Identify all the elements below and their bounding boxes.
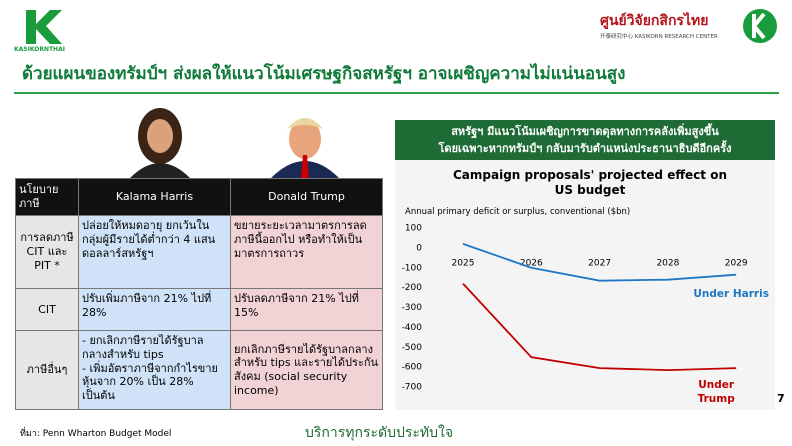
logo-right: ศูนย์วิจัยกสิกรไทย <box>600 13 709 29</box>
table-cell: ปรับเพิ่มภาษีจาก 21% ไปที่ 28% <box>78 288 231 331</box>
x-tick-label: 2026 <box>520 258 543 268</box>
table-cell: ปล่อยให้หมดอายุ ยกเว้นในกลุ่มผู้มีรายได้… <box>78 215 231 289</box>
chart-subtitle: Annual primary deficit or surplus, conve… <box>405 207 631 217</box>
series-label: Under Harris <box>693 287 769 300</box>
y-tick-label: -300 <box>402 303 423 313</box>
table-cell: ภาษีอื่นๆ <box>15 330 79 410</box>
source: ที่มา: Penn Wharton Budget Model <box>20 429 172 439</box>
slide-title: ด้วยแผนของทรัมป์ฯ ส่งผลให้แนวโน้มเศรษฐกิ… <box>22 64 626 84</box>
x-tick-label: 2027 <box>588 258 611 268</box>
table-cell: การลดภาษี CIT และ PIT * <box>15 215 79 289</box>
y-tick-label: -400 <box>402 323 423 333</box>
logo-right-sub: 开泰研究中心 KASIKORN RESEARCH CENTER <box>600 34 718 40</box>
chart-title: Campaign proposals' projected effect on … <box>452 168 728 197</box>
x-tick-label: 2025 <box>452 258 475 268</box>
table-header: Donald Trump <box>230 178 383 216</box>
photo-trump <box>271 118 339 178</box>
table-cell: ขยายระยะเวลามาตรการลดภาษีนี้ออกไป หรือทำ… <box>230 215 383 289</box>
table-header: นโยบาย ภาษี <box>15 178 79 216</box>
x-tick-label: 2029 <box>725 258 748 268</box>
table-cell: - ยกเลิกภาษีรายได้รัฐบาลกลางสำหรับ tips … <box>78 330 231 410</box>
series-label: Under Trump <box>697 379 735 406</box>
list-item: - เพิ่มอัตราภาษีจากกำไรขายหุ้นจาก 20% เป… <box>82 361 218 403</box>
photo-harris <box>130 108 190 178</box>
table-cell: ปรับลดภาษีจาก 21% ไปที่ 15% <box>230 288 383 331</box>
y-tick-label: -100 <box>402 263 423 273</box>
y-tick-label: -700 <box>402 383 423 393</box>
panel-heading: สหรัฐฯ มีแนวโน้มเผชิญการขาดดุลทางการคลัง… <box>395 120 775 160</box>
list-item: - ยกเลิกภาษีรายได้รัฐบาลกลางสำหรับ tips <box>82 334 204 361</box>
logo-icon <box>26 10 62 44</box>
panel-heading-line: สหรัฐฯ มีแนวโน้มเผชิญการขาดดุลทางการคลัง… <box>451 125 719 138</box>
panel-heading-line: โดยเฉพาะหากทรัมป์ฯ กลับมารับตำแหน่งประธา… <box>438 142 732 155</box>
chart-panel <box>395 120 775 410</box>
logo-text: KASIKORNTHAI <box>14 46 65 53</box>
logo-right-icon <box>743 9 777 43</box>
policy-table: นโยบาย ภาษี Kalama Harris Donald Trump ก… <box>15 178 383 410</box>
table-cell: ยกเลิกภาษีรายได้รัฐบาลกลางสำหรับ tips แล… <box>230 330 383 410</box>
line <box>462 243 737 282</box>
line <box>462 283 737 372</box>
y-tick-label: 0 <box>416 243 422 253</box>
title-rule <box>14 92 779 94</box>
y-tick-label: -200 <box>402 283 423 293</box>
y-tick-label: -500 <box>402 343 423 353</box>
page-number: 7 <box>777 392 785 405</box>
table-header: Kalama Harris <box>78 178 231 216</box>
y-tick-label: 100 <box>405 224 422 234</box>
table-cell: CIT <box>15 288 79 331</box>
y-tick-label: -600 <box>402 363 423 373</box>
chart: 100 0 -100 -200 -300 -400 -500 -600 -700 2025 2026… <box>402 224 748 393</box>
slogan: บริการทุกระดับประทับใจ <box>305 425 454 441</box>
x-tick-label: 2028 <box>656 258 679 268</box>
